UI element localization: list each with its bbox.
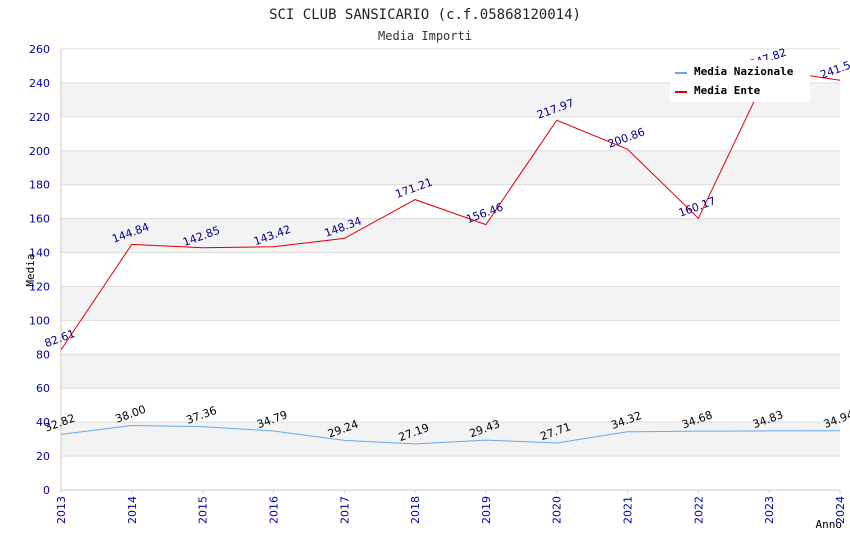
y-axis-label: Media: [24, 253, 37, 286]
chart-title: SCI CLUB SANSICARIO (c.f.05868120014): [269, 7, 581, 23]
legend-label-nazionale: Media Nazionale: [694, 65, 794, 78]
y-tick-label: 180: [29, 179, 50, 192]
y-tick-label: 0: [43, 484, 50, 497]
x-tick-label: 2016: [267, 496, 280, 524]
x-tick-label: 2013: [55, 496, 68, 524]
x-axis-label: Anno: [816, 518, 843, 531]
legend-box: [670, 60, 810, 102]
data-label-ente: 160.17: [677, 194, 718, 219]
series-line-nazionale: [60, 425, 841, 445]
data-label-ente: 200.86: [606, 125, 647, 150]
grid-band: [61, 218, 840, 253]
y-tick-label: 200: [29, 145, 50, 158]
y-tick-label: 100: [29, 314, 50, 327]
x-tick-labels: 2013 2014 2015 2016 2017 2018 2019 2020 2021 2022…: [55, 490, 847, 524]
y-tick-label: 140: [29, 247, 50, 260]
y-tick-label: 40: [36, 416, 50, 429]
y-tick-label: 160: [29, 213, 50, 226]
series-lines: [60, 69, 841, 445]
grid-band: [61, 354, 840, 389]
x-tick-label: 2017: [338, 496, 351, 524]
y-tick-label: 120: [29, 280, 50, 293]
y-tick-label: 260: [29, 43, 50, 56]
y-tick-label: 240: [29, 77, 50, 90]
x-tick-label: 2022: [692, 496, 705, 524]
x-tick-label: 2015: [197, 496, 210, 524]
y-tick-label: 80: [36, 348, 50, 361]
x-tick-label: 2024: [834, 496, 847, 524]
x-tick-label: 2018: [409, 496, 422, 524]
x-tick-label: 2014: [126, 496, 139, 524]
y-tick-label: 220: [29, 111, 50, 124]
series-line-ente: [60, 69, 841, 351]
chart-subtitle: Media Importi: [378, 29, 472, 43]
grid-lines: [61, 48, 840, 491]
y-tick-labels: 0 20 40 60 80 100 120 140 160 180 200 220 240 260: [29, 43, 50, 497]
data-label-ente: 241.59: [818, 56, 850, 81]
x-tick-label: 2021: [622, 496, 635, 524]
x-tick-label: 2023: [763, 496, 776, 524]
grid-band: [61, 422, 840, 457]
data-label-ente: 82.61: [43, 327, 77, 350]
grid-bands: [61, 82, 840, 457]
grid-band: [61, 286, 840, 321]
legend-label-ente: Media Ente: [694, 84, 761, 97]
y-tick-label: 60: [36, 382, 50, 395]
y-tick-label: 20: [36, 450, 50, 463]
legend: Media Nazionale Media Ente: [670, 60, 810, 102]
x-tick-label: 2019: [480, 496, 493, 524]
grid-band: [61, 150, 840, 185]
x-tick-label: 2020: [551, 496, 564, 524]
